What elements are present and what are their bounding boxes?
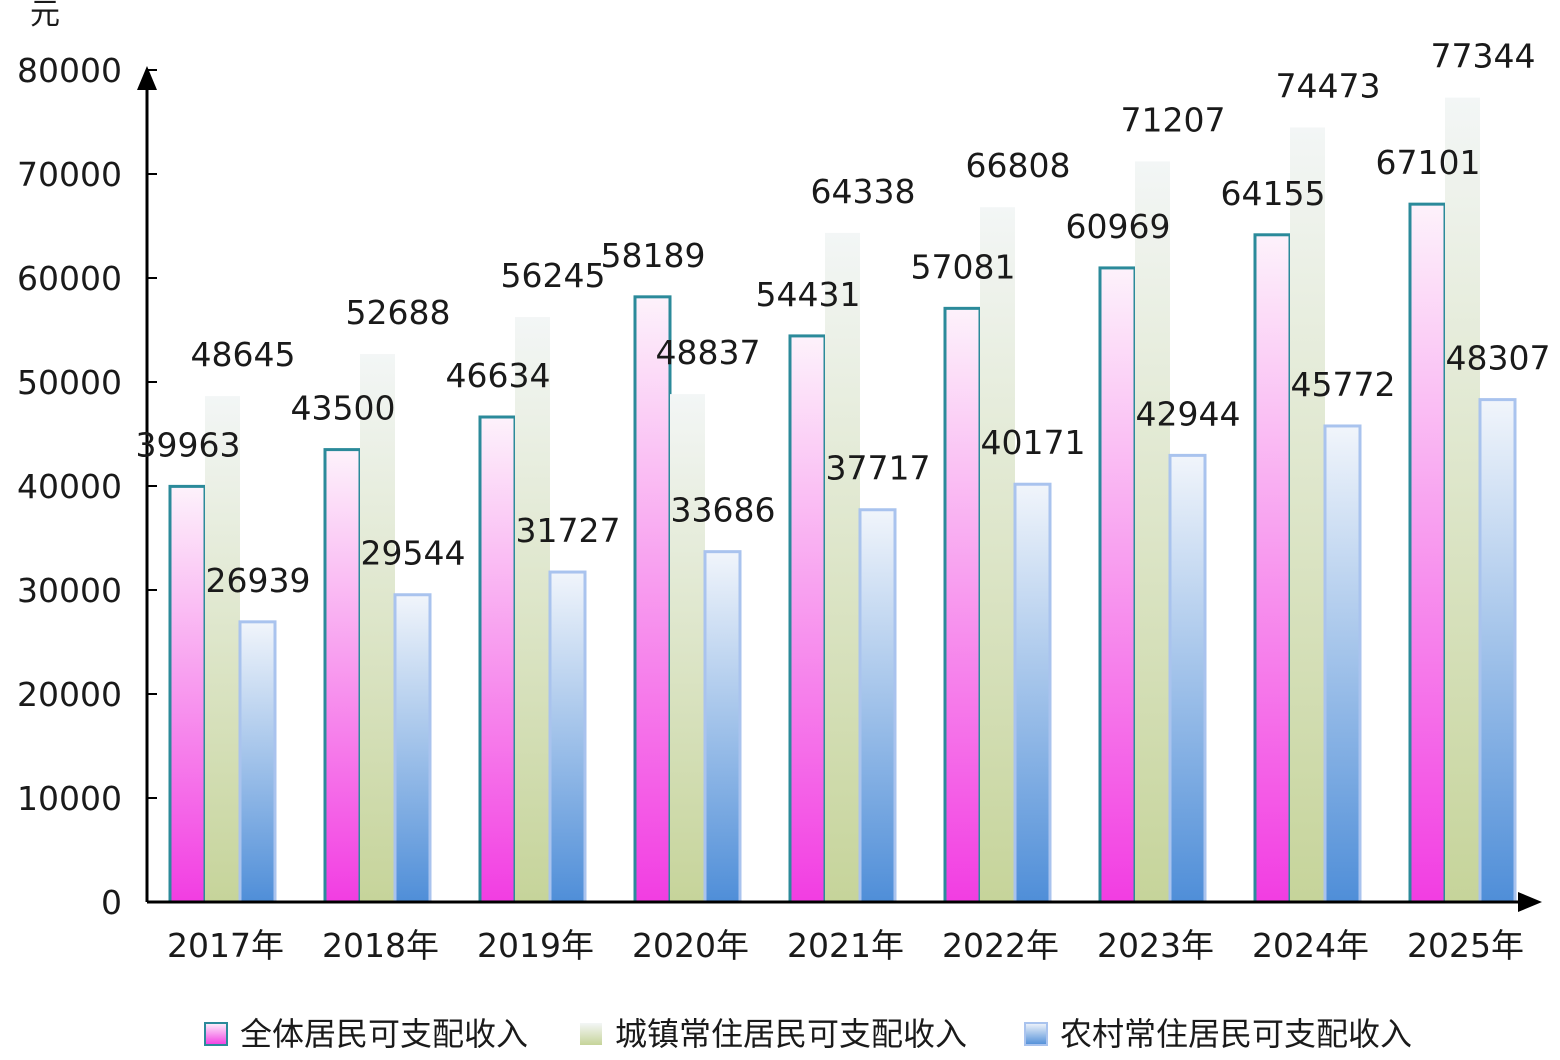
data-label-s1-2020年: 58189: [601, 236, 706, 275]
data-label-s1-2023年: 60969: [1066, 207, 1171, 246]
y-ticks-layer: 0 10000 20000 30000 40000 50000 60000 70000 8000…: [17, 51, 157, 922]
y-tick-label: 50000: [17, 363, 122, 402]
data-label-s3-2025年: 48307: [1446, 339, 1551, 378]
data-label-s2-2017年: 48645: [191, 335, 296, 374]
bar-s3-2022年: [1013, 482, 1052, 904]
data-label-s3-2020年: 33686: [671, 491, 776, 530]
data-label-s2-2022年: 66808: [966, 146, 1071, 185]
data-label-s3-2022年: 40171: [981, 423, 1086, 462]
bar-s2-2022年: [980, 207, 1015, 903]
legend: 全体居民可支配收入 城镇常住居民可支配收入 农村常住居民可支配收入: [204, 1015, 1412, 1053]
data-label-s3-2023年: 42944: [1136, 394, 1241, 433]
bar-s1-2019年: [478, 415, 517, 904]
x-axis-arrow: [1518, 892, 1542, 912]
bar-s1-2024年: [1253, 233, 1292, 904]
bar-s1-2020年: [633, 295, 672, 904]
bars-layer: [168, 97, 1517, 904]
y-tick-label: 20000: [17, 675, 122, 714]
data-label-s3-2017年: 26939: [206, 561, 311, 600]
data-label-s1-2018年: 43500: [291, 389, 396, 428]
data-label-s1-2025年: 67101: [1376, 143, 1481, 182]
y-tick-label: 40000: [17, 467, 122, 506]
data-label-s1-2022年: 57081: [911, 247, 1016, 286]
bar-s2-2023年: [1135, 161, 1170, 902]
bar-s3-2021年: [858, 508, 897, 904]
data-label-s2-2020年: 48837: [656, 333, 761, 372]
data-label-s3-2021年: 37717: [826, 449, 931, 488]
bar-s1-2025年: [1408, 202, 1447, 904]
bar-s2-2021年: [825, 232, 860, 903]
legend-label-series-1: 全体居民可支配收入: [240, 1015, 528, 1053]
y-tick-label: 70000: [17, 155, 122, 194]
bar-s3-2017年: [238, 620, 277, 904]
bar-s1-2018年: [323, 448, 362, 904]
legend-label-series-2: 城镇常住居民可支配收入: [615, 1015, 967, 1053]
bar-s1-2017年: [168, 484, 207, 904]
bar-s2-2025年: [1445, 97, 1480, 903]
bar-s2-2018年: [360, 354, 395, 902]
bar-s3-2023年: [1168, 453, 1207, 904]
bar-s3-2024年: [1323, 424, 1362, 904]
data-label-s2-2021年: 64338: [811, 172, 916, 211]
legend-swatch-series-1: [204, 1022, 228, 1046]
bar-s2-2019年: [515, 317, 550, 902]
x-categories-layer: 2017年 2018年 2019年 2020年 2021年 2022年 2023年 2024年…: [167, 926, 1524, 965]
data-label-s3-2024年: 45772: [1291, 365, 1396, 404]
bar-s3-2025年: [1478, 398, 1517, 904]
data-label-s1-2017年: 39963: [136, 425, 241, 464]
data-label-s1-2019年: 46634: [446, 356, 551, 395]
y-tick-label: 0: [101, 883, 122, 922]
bar-s1-2023年: [1098, 266, 1137, 904]
data-label-s3-2019年: 31727: [516, 511, 621, 550]
x-category-label: 2020年: [632, 926, 749, 965]
bar-s3-2020年: [703, 550, 742, 904]
data-label-s2-2024年: 74473: [1276, 66, 1381, 105]
x-category-label: 2024年: [1252, 926, 1369, 965]
bar-s3-2019年: [548, 570, 587, 904]
y-axis-arrow: [137, 66, 157, 90]
y-axis-unit-label: 元: [30, 0, 60, 32]
x-category-label: 2018年: [322, 926, 439, 965]
data-labels-layer: 39963 48645 26939 43500 52688 29544 46634 56245…: [136, 37, 1551, 600]
legend-label-series-3: 农村常住居民可支配收入: [1060, 1015, 1412, 1053]
y-tick-label: 60000: [17, 259, 122, 298]
data-label-s1-2024年: 64155: [1221, 174, 1326, 213]
bar-s1-2021年: [788, 334, 827, 904]
legend-swatch-series-2: [580, 1023, 602, 1045]
data-label-s3-2018年: 29544: [361, 534, 466, 573]
data-label-s2-2025年: 77344: [1431, 37, 1536, 76]
legend-swatch-series-3: [1024, 1022, 1048, 1046]
x-category-label: 2023年: [1097, 926, 1214, 965]
y-tick-label: 30000: [17, 571, 122, 610]
axes-layer: [137, 66, 1542, 912]
y-tick-label: 10000: [17, 779, 122, 818]
bar-s2-2020年: [670, 394, 705, 902]
data-label-s2-2018年: 52688: [346, 293, 451, 332]
x-category-label: 2022年: [942, 926, 1059, 965]
x-category-label: 2025年: [1407, 926, 1524, 965]
data-label-s1-2021年: 54431: [756, 275, 861, 314]
data-label-s2-2023年: 71207: [1121, 100, 1226, 139]
bar-s2-2024年: [1290, 127, 1325, 903]
x-category-label: 2021年: [787, 926, 904, 965]
bar-s2-2017年: [205, 396, 240, 902]
x-category-label: 2019年: [477, 926, 594, 965]
x-category-label: 2017年: [167, 926, 284, 965]
bar-s3-2018年: [393, 593, 432, 904]
y-tick-label: 80000: [17, 51, 122, 90]
data-label-s2-2019年: 56245: [501, 256, 606, 295]
bar-s1-2022年: [943, 306, 982, 904]
